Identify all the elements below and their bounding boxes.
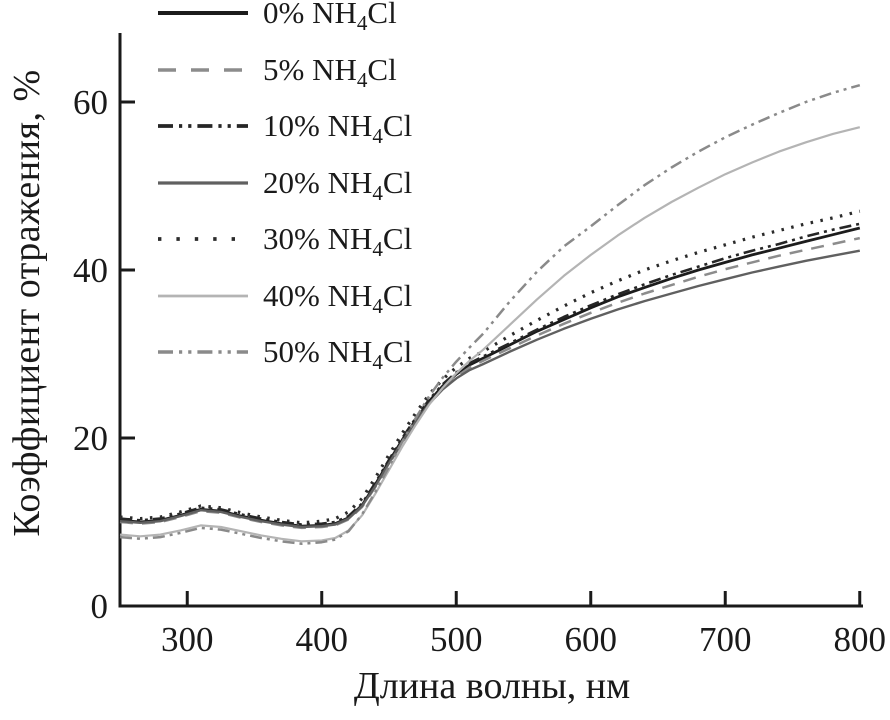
legend-label: 40% NH4Cl (263, 277, 413, 318)
x-tick-label: 500 (430, 620, 483, 659)
legend-line-sample (158, 294, 248, 298)
legend-line-sample (158, 181, 248, 185)
legend-line-sample (158, 124, 248, 129)
legend-line-sample (158, 350, 248, 354)
legend-item-0: 0% NH4Cl (157, 0, 412, 42)
x-axis-label: Длина волны, нм (353, 665, 631, 707)
legend-label: 0% NH4Cl (263, 0, 397, 36)
legend-label: 30% NH4Cl (263, 221, 413, 262)
legend-label: 50% NH4Cl (263, 334, 413, 375)
legend-label: 10% NH4Cl (263, 108, 413, 149)
series-line-2 (119, 222, 861, 526)
y-tick-label: 20 (73, 419, 108, 458)
legend-item-2: 10% NH4Cl (157, 98, 412, 155)
legend-item-5: 40% NH4Cl (157, 268, 412, 325)
legend-label: 20% NH4Cl (263, 164, 413, 205)
legend-item-1: 5% NH4Cl (157, 42, 412, 99)
x-tick-label: 400 (296, 620, 349, 659)
legend-label: 5% NH4Cl (263, 51, 397, 92)
y-axis-label: Коэффициент отражения, % (6, 69, 48, 537)
legend-line-sample (158, 68, 248, 72)
y-tick-label: 60 (73, 83, 108, 122)
x-tick-label: 800 (834, 620, 887, 659)
x-tick-label: 700 (699, 620, 752, 659)
x-tick-label: 300 (161, 620, 214, 659)
x-tick-label: 600 (565, 620, 618, 659)
legend-item-6: 50% NH4Cl (157, 324, 412, 381)
legend-line-sample (158, 237, 248, 242)
legend-item-4: 30% NH4Cl (157, 211, 412, 268)
y-tick-label: 0 (91, 587, 109, 626)
y-tick-label: 40 (73, 251, 108, 290)
legend-item-3: 20% NH4Cl (157, 155, 412, 212)
series-line-5 (119, 126, 861, 543)
legend-line-sample (158, 11, 248, 16)
legend: 0% NH4Cl 5% NH4Cl 10% NH4Cl 20% NH4Cl 30% NH… (157, 0, 412, 381)
